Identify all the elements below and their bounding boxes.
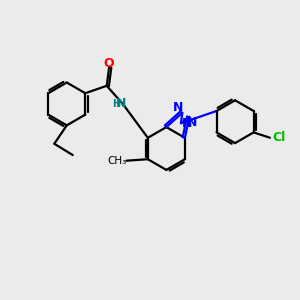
Text: N: N xyxy=(116,97,126,110)
Text: H: H xyxy=(112,99,121,109)
Text: Cl: Cl xyxy=(273,131,286,144)
Text: N: N xyxy=(173,101,184,114)
Text: N: N xyxy=(182,117,193,130)
Text: CH₃: CH₃ xyxy=(107,156,127,166)
Text: N: N xyxy=(187,116,197,129)
Text: O: O xyxy=(104,57,114,70)
